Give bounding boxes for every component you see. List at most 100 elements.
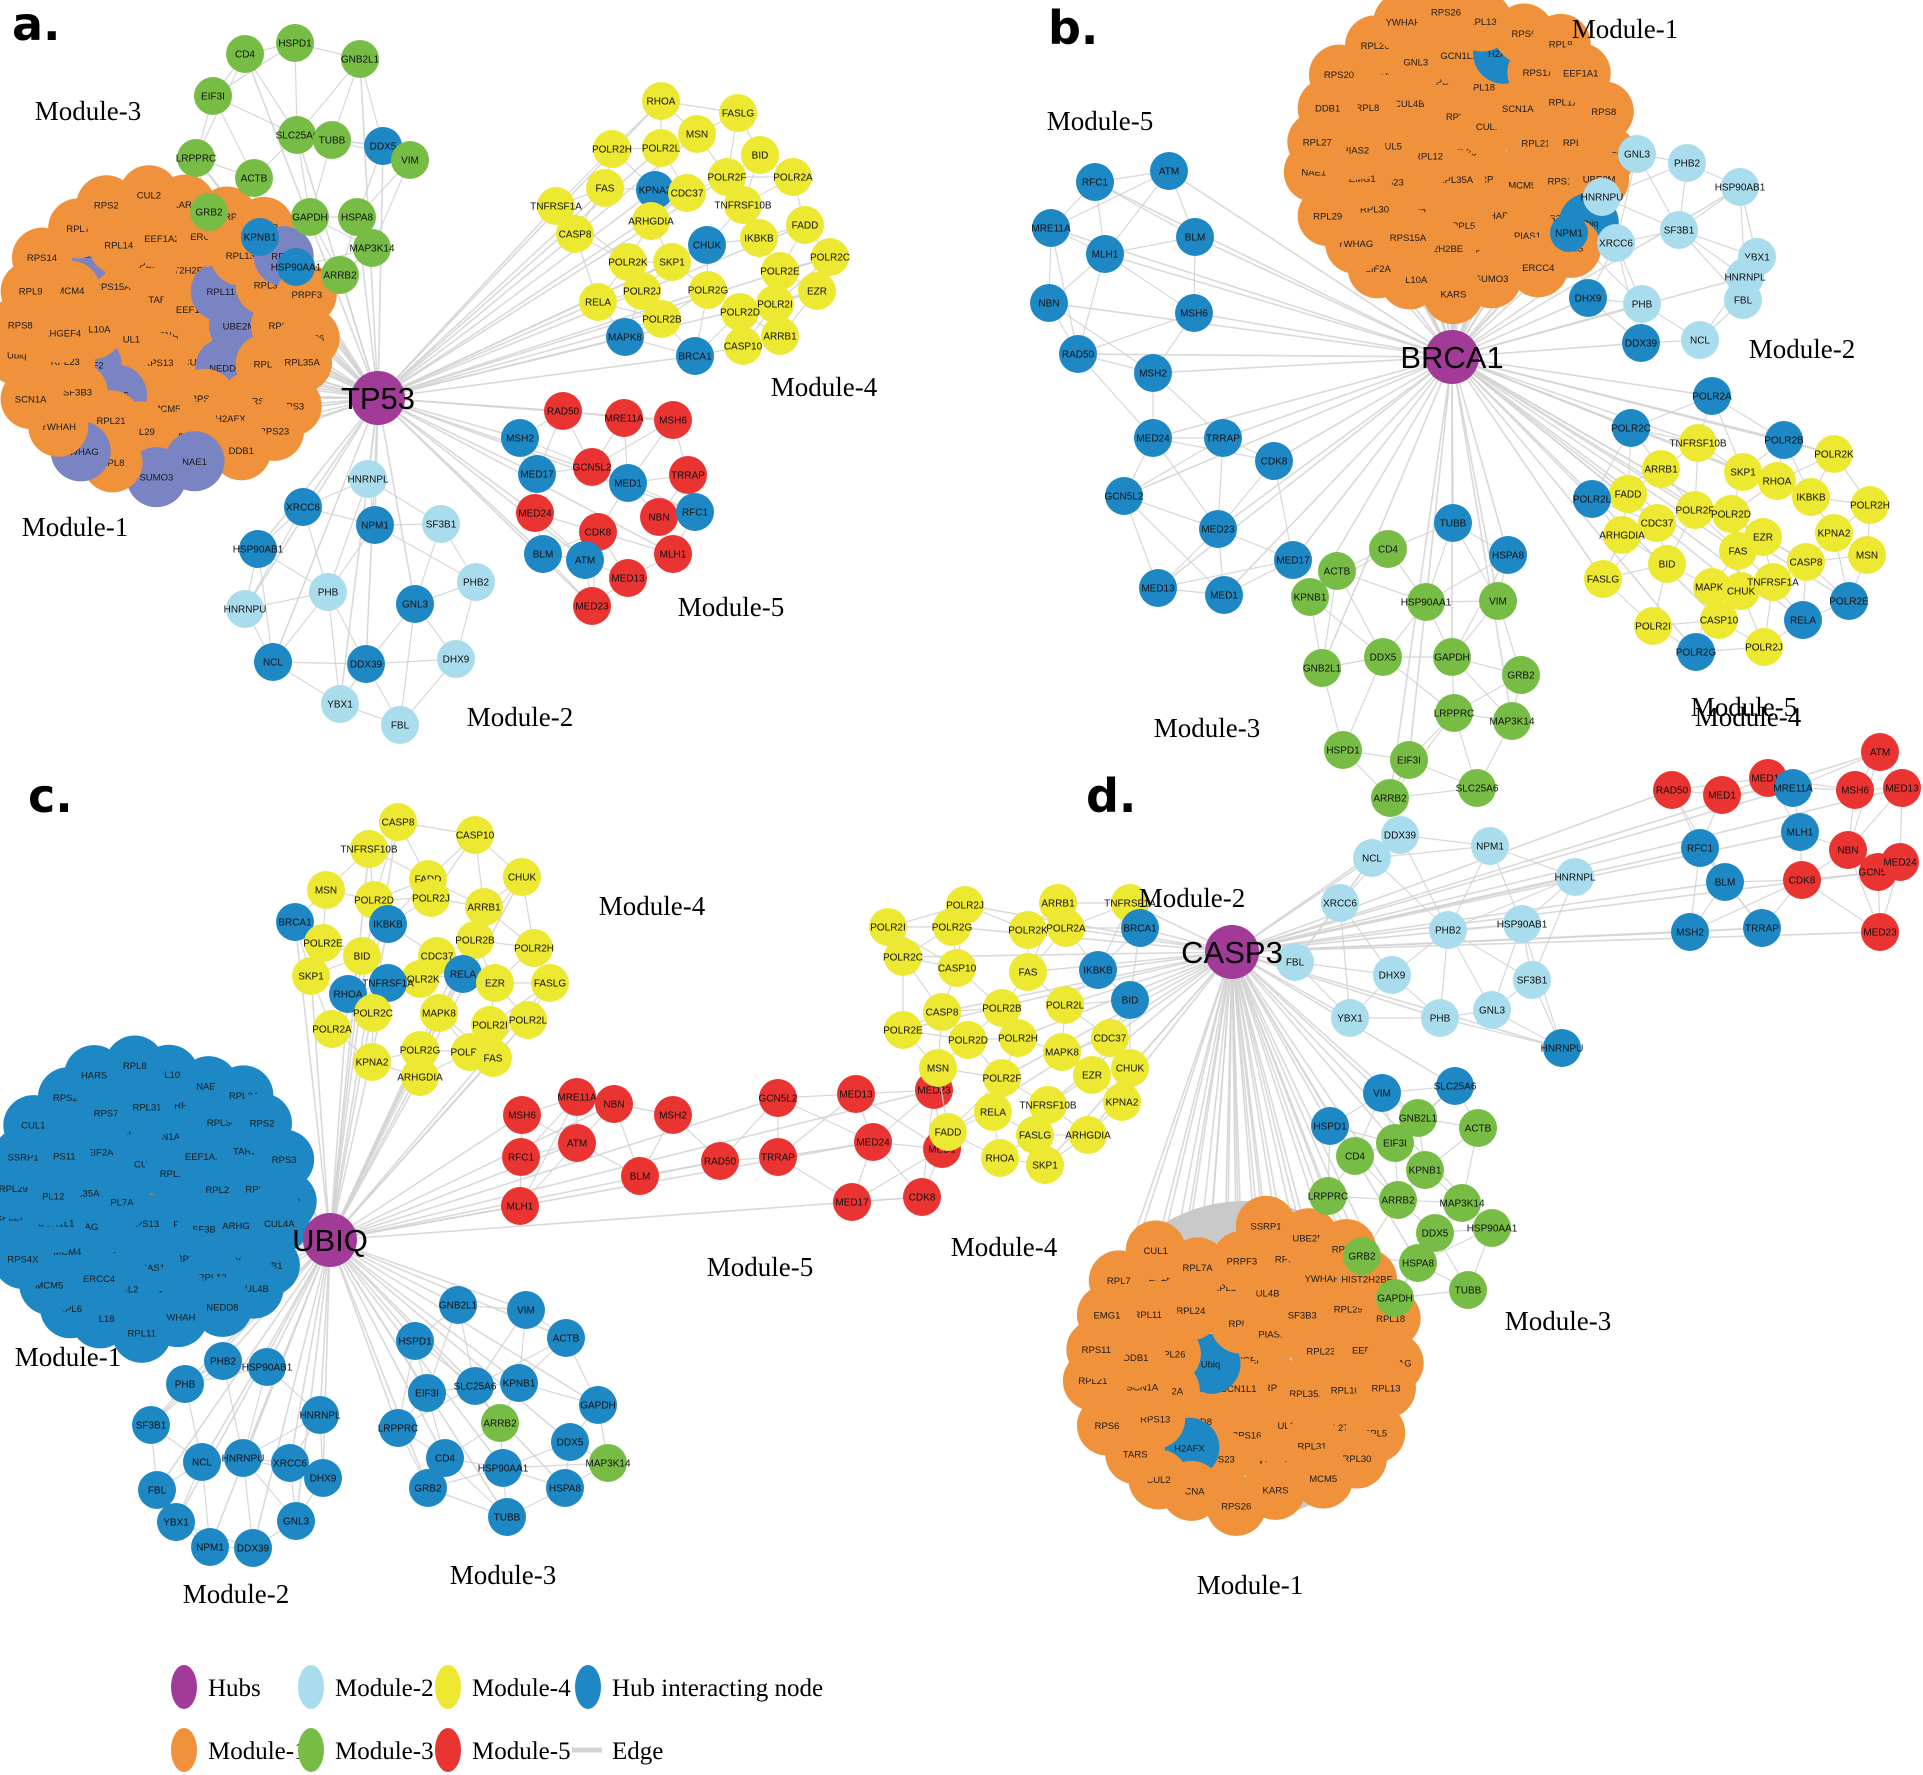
node-MED17[interactable] xyxy=(1274,541,1312,579)
node-DDB1[interactable] xyxy=(211,420,272,481)
node-CDC37[interactable] xyxy=(668,174,706,212)
node-RPL8[interactable] xyxy=(104,1035,165,1096)
node-TNFRSF1A[interactable] xyxy=(369,964,407,1002)
node-XRCC6[interactable] xyxy=(271,1444,309,1482)
node-GNL3[interactable] xyxy=(1473,991,1511,1029)
node-DDX39[interactable] xyxy=(347,645,385,683)
node-RELA[interactable] xyxy=(974,1093,1012,1131)
node-POLR2C[interactable] xyxy=(1612,409,1650,447)
node-DDX5[interactable] xyxy=(1364,638,1402,676)
node-XRCC6[interactable] xyxy=(1321,884,1359,922)
node-GRB2[interactable] xyxy=(409,1469,447,1507)
node-FBL[interactable] xyxy=(138,1471,176,1509)
node-MAPK8[interactable] xyxy=(1043,1033,1081,1071)
node-MAPK8[interactable] xyxy=(606,318,644,356)
node-NCL[interactable] xyxy=(1353,839,1391,877)
node-SF3B1[interactable] xyxy=(422,505,460,543)
node-POLR2C[interactable] xyxy=(884,938,922,976)
node-POLR2B[interactable] xyxy=(1765,421,1803,459)
node-ARRB2[interactable] xyxy=(481,1404,519,1442)
node-HSPD1[interactable] xyxy=(396,1322,434,1360)
node-POLR2D[interactable] xyxy=(949,1021,987,1059)
node-NPM1[interactable] xyxy=(1471,827,1509,865)
node-KPNA2[interactable] xyxy=(1103,1083,1141,1121)
node-CUL2[interactable] xyxy=(118,165,179,226)
node-TUBB[interactable] xyxy=(313,121,351,159)
node-ARRB2[interactable] xyxy=(1371,779,1409,817)
node-MED24[interactable] xyxy=(1881,843,1919,881)
node-MSH6[interactable] xyxy=(654,401,692,439)
node-KPNA2[interactable] xyxy=(353,1043,391,1081)
node-POLR2K[interactable] xyxy=(1815,435,1853,473)
node-FAS[interactable] xyxy=(1719,532,1757,570)
node-EIF3I[interactable] xyxy=(408,1374,446,1412)
node-HSP90AB1[interactable] xyxy=(248,1348,286,1386)
node-GNL3[interactable] xyxy=(277,1502,315,1540)
node-ARHGDIA[interactable] xyxy=(401,1058,439,1096)
node-EZR[interactable] xyxy=(798,272,836,310)
node-POLR2F[interactable] xyxy=(983,1059,1021,1097)
node-RHOA[interactable] xyxy=(981,1139,1019,1177)
node-POLR2H[interactable] xyxy=(999,1019,1037,1057)
node-XRCC6[interactable] xyxy=(1597,224,1635,262)
node-CUL1[interactable] xyxy=(1125,1220,1186,1281)
node-RHOA[interactable] xyxy=(642,82,680,120)
node-POLR2G[interactable] xyxy=(1677,633,1715,671)
node-EZR[interactable] xyxy=(1073,1056,1111,1094)
node-HSPA8[interactable] xyxy=(1489,536,1527,574)
node-FASLG[interactable] xyxy=(719,94,757,132)
node-HSPA8[interactable] xyxy=(338,198,376,236)
node-HNRNPL[interactable] xyxy=(349,460,387,498)
node-EIF3I[interactable] xyxy=(1390,741,1428,779)
node-MED23[interactable] xyxy=(1861,913,1899,951)
node-XRCC6[interactable] xyxy=(284,488,322,526)
node-MED13[interactable] xyxy=(1139,569,1177,607)
node-HSP90AA1[interactable] xyxy=(1473,1209,1511,1247)
node-DDX5[interactable] xyxy=(551,1423,589,1461)
node-RFC1[interactable] xyxy=(676,493,714,531)
node-TRRAP[interactable] xyxy=(759,1138,797,1176)
node-GRB2[interactable] xyxy=(1343,1237,1381,1275)
node-GAPDH[interactable] xyxy=(1376,1279,1414,1317)
node-ACTB[interactable] xyxy=(1459,1109,1497,1147)
node-SF3B1[interactable] xyxy=(1660,211,1698,249)
node-KPNB1[interactable] xyxy=(241,218,279,256)
node-FAS[interactable] xyxy=(586,169,624,207)
node-ACTB[interactable] xyxy=(1318,552,1356,590)
node-EZR[interactable] xyxy=(476,964,514,1002)
node-MAP3K14[interactable] xyxy=(1493,702,1531,740)
node-TUBB[interactable] xyxy=(1434,504,1472,542)
node-NCL[interactable] xyxy=(183,1443,221,1481)
node-DHX9[interactable] xyxy=(437,640,475,678)
node-GCN5L2[interactable] xyxy=(573,448,611,486)
node-PHB2[interactable] xyxy=(1429,911,1467,949)
node-LRPPRC[interactable] xyxy=(1309,1177,1347,1215)
node-HSPD1[interactable] xyxy=(1311,1107,1349,1145)
node-SLC25A6[interactable] xyxy=(1436,1067,1474,1105)
node-SLC25A6[interactable] xyxy=(278,116,316,154)
node-LRPPRC[interactable] xyxy=(379,1409,417,1447)
node-HNRNPL[interactable] xyxy=(301,1396,339,1434)
node-MED1[interactable] xyxy=(1205,576,1243,614)
node-MED24[interactable] xyxy=(1134,419,1172,457)
node-GAPDH[interactable] xyxy=(1433,638,1471,676)
node-TUBB[interactable] xyxy=(488,1498,526,1536)
node-RELA[interactable] xyxy=(1784,601,1822,639)
node-POLR2G[interactable] xyxy=(933,908,971,946)
node-DHX9[interactable] xyxy=(1373,956,1411,994)
node-TNFRSF10B[interactable] xyxy=(724,186,762,224)
node-MED13[interactable] xyxy=(1883,769,1921,807)
node-GAPDH[interactable] xyxy=(579,1386,617,1424)
node-GNL3[interactable] xyxy=(1618,135,1656,173)
node-POLR2L[interactable] xyxy=(1046,986,1084,1024)
node-ATM[interactable] xyxy=(566,541,604,579)
node-POLR2A[interactable] xyxy=(313,1010,351,1048)
node-DDX39[interactable] xyxy=(234,1529,272,1567)
node-SKP1[interactable] xyxy=(292,957,330,995)
node-ATM[interactable] xyxy=(558,1124,596,1162)
node-DDX5[interactable] xyxy=(1416,1214,1454,1252)
node-MCM5[interactable] xyxy=(1293,1448,1354,1509)
node-GAPDH[interactable] xyxy=(291,198,329,236)
node-CASP8[interactable] xyxy=(556,215,594,253)
node-POLR2C[interactable] xyxy=(354,994,392,1032)
